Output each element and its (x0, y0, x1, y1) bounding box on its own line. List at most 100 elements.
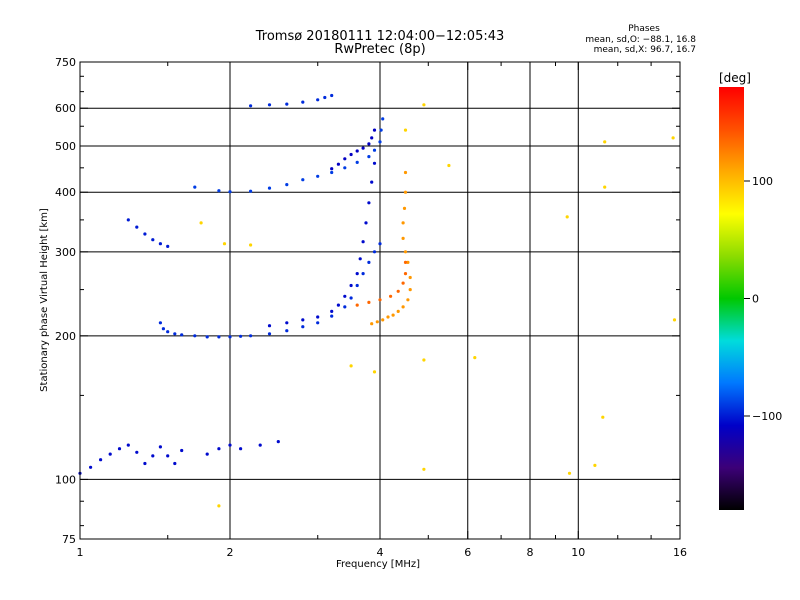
data-point (222, 242, 227, 246)
data-point (180, 333, 184, 337)
data-point (258, 443, 262, 447)
data-point (267, 324, 272, 328)
data-point (343, 157, 347, 161)
series-points (249, 93, 334, 108)
data-point (358, 257, 362, 261)
x-tick-label: 6 (464, 546, 471, 559)
data-point (349, 296, 353, 300)
y-tick-label: 75 (62, 533, 76, 546)
data-point (336, 162, 340, 166)
series-points (199, 103, 677, 508)
y-tick-label: 500 (55, 140, 76, 153)
chart-title: Tromsø 20180111 12:04:00−12:05:43 (255, 29, 505, 44)
data-point (367, 201, 371, 205)
data-point (355, 283, 359, 288)
data-point (217, 504, 221, 508)
data-point (381, 318, 385, 322)
data-point (316, 174, 320, 178)
data-point (422, 467, 426, 471)
y-tick-label: 750 (55, 56, 76, 69)
data-point (379, 128, 383, 132)
data-point (158, 321, 162, 325)
data-point (349, 283, 353, 288)
data-point (343, 305, 347, 309)
data-point (567, 471, 572, 475)
data-point (151, 454, 155, 458)
data-point (593, 463, 597, 467)
data-point (217, 189, 221, 193)
data-point (355, 272, 359, 276)
data-point (408, 275, 412, 280)
data-point (403, 190, 408, 194)
data-point (249, 189, 253, 193)
data-point (161, 327, 165, 331)
data-point (239, 447, 243, 451)
y-tick-label: 400 (55, 186, 76, 199)
data-point (143, 232, 147, 236)
data-point (367, 142, 371, 146)
data-point (330, 170, 334, 175)
data-point (336, 303, 340, 307)
data-point (143, 461, 147, 466)
colorbar: [deg] 100 0 −100 (719, 71, 782, 510)
plot-frame (79, 61, 681, 540)
series-points (355, 260, 408, 307)
y-axis-label: Stationary phase Virtual Height [km] (39, 208, 50, 392)
x-tick-label: 16 (673, 546, 687, 559)
data-point (173, 461, 177, 466)
data-point (267, 186, 272, 190)
x-axis-label: Frequency [MHz] (336, 559, 420, 570)
y-tick-label: 200 (55, 330, 76, 343)
chart-subtitle: RwPretec (8p) (334, 42, 425, 57)
data-point (158, 445, 162, 449)
data-point (349, 364, 353, 368)
data-point (361, 240, 365, 244)
data-point (401, 305, 405, 309)
x-tick-label: 2 (227, 546, 234, 559)
data-point (349, 152, 353, 157)
stats-heading: Phases (628, 24, 660, 34)
data-point (422, 103, 426, 107)
data-point (205, 335, 209, 339)
series-points (193, 117, 385, 194)
data-point (323, 95, 327, 100)
data-point (316, 98, 320, 102)
series-points (370, 170, 412, 326)
data-point (401, 221, 405, 225)
x-tick-label: 1 (77, 546, 84, 559)
data-point (364, 221, 368, 225)
data-point (301, 318, 305, 322)
data-point (422, 358, 426, 362)
data-point (361, 146, 365, 150)
series-points (158, 242, 382, 339)
series-points (78, 440, 280, 475)
data-point (151, 238, 155, 242)
data-point (285, 102, 289, 106)
data-point (378, 298, 382, 302)
data-point (249, 334, 253, 338)
stats-o-line: mean, sd,O: −88.1, 16.8 (585, 35, 696, 45)
data-point (135, 450, 139, 454)
data-point (403, 260, 408, 264)
data-point (375, 320, 379, 324)
data-point (249, 104, 253, 108)
data-point (370, 180, 374, 184)
colorbar-tick-label: −100 (752, 410, 782, 423)
data-point (89, 465, 93, 469)
data-point (396, 289, 400, 293)
data-point (285, 329, 289, 333)
data-point (301, 100, 305, 104)
series-points (330, 128, 377, 171)
data-point (301, 325, 305, 329)
data-point (401, 236, 405, 240)
axis-tick-labels: 1 2 4 6 8 10 16 75 100 200 300 400 500 600 750 (55, 56, 687, 559)
data-point (370, 322, 374, 326)
data-point (330, 167, 334, 171)
data-point (386, 315, 390, 319)
data-point (403, 272, 408, 276)
data-point (135, 225, 139, 229)
data-point (193, 185, 197, 189)
x-tick-label: 4 (377, 546, 384, 559)
data-point (249, 243, 253, 247)
data-point (367, 260, 371, 264)
